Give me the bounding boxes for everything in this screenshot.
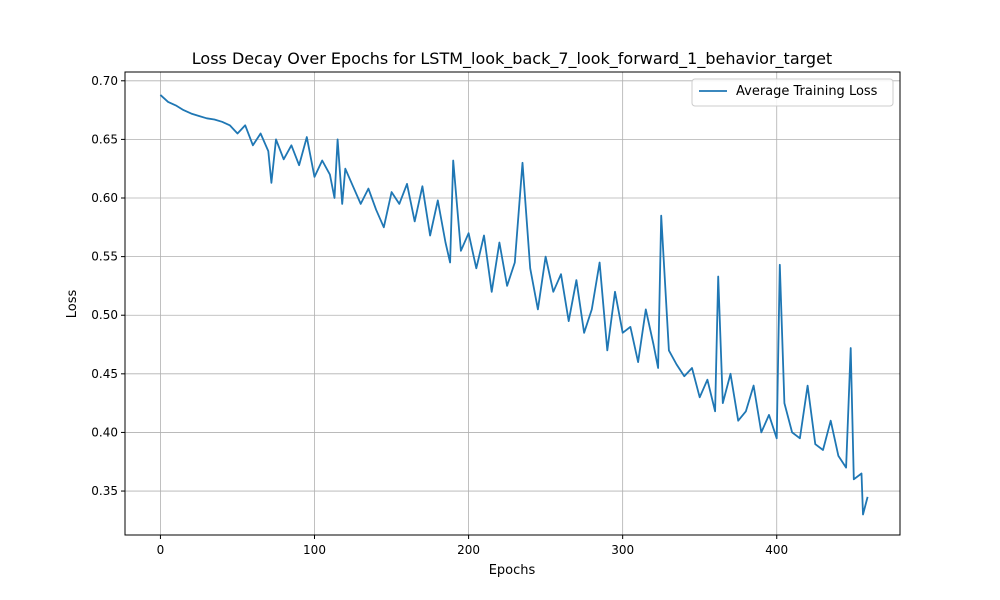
series-line-average-training-loss bbox=[159, 94, 869, 516]
chart-title: Loss Decay Over Epochs for LSTM_look_bac… bbox=[192, 49, 832, 69]
legend: Average Training Loss bbox=[691, 78, 894, 107]
grid-lines bbox=[125, 72, 900, 535]
x-tick-label: 400 bbox=[765, 543, 788, 557]
x-tick-label: 300 bbox=[611, 543, 634, 557]
x-tick-label: 0 bbox=[157, 543, 165, 557]
x-axis-label: Epochs bbox=[489, 563, 536, 578]
y-tick-label: 0.65 bbox=[91, 132, 118, 146]
y-tick-label: 0.55 bbox=[91, 250, 118, 264]
plot-area bbox=[159, 94, 869, 516]
legend-label: Average Training Loss bbox=[736, 84, 878, 99]
plot-frame bbox=[124, 71, 901, 536]
y-tick-label: 0.50 bbox=[91, 308, 118, 322]
x-tick-label: 100 bbox=[303, 543, 326, 557]
y-tick-label: 0.45 bbox=[91, 367, 118, 381]
y-tick-label: 0.40 bbox=[91, 425, 118, 439]
y-tick-label: 0.35 bbox=[91, 484, 118, 498]
y-tick-label: 0.70 bbox=[91, 74, 118, 88]
legend-box bbox=[691, 78, 894, 107]
x-axis-ticks: 0 100 200 300 400 bbox=[157, 535, 788, 557]
y-tick-label: 0.60 bbox=[91, 191, 118, 205]
y-axis-label: Loss bbox=[65, 290, 80, 319]
y-axis-ticks: 0.35 0.40 0.45 0.50 0.55 0.60 0.65 0.70 bbox=[91, 74, 125, 498]
x-tick-label: 200 bbox=[457, 543, 480, 557]
